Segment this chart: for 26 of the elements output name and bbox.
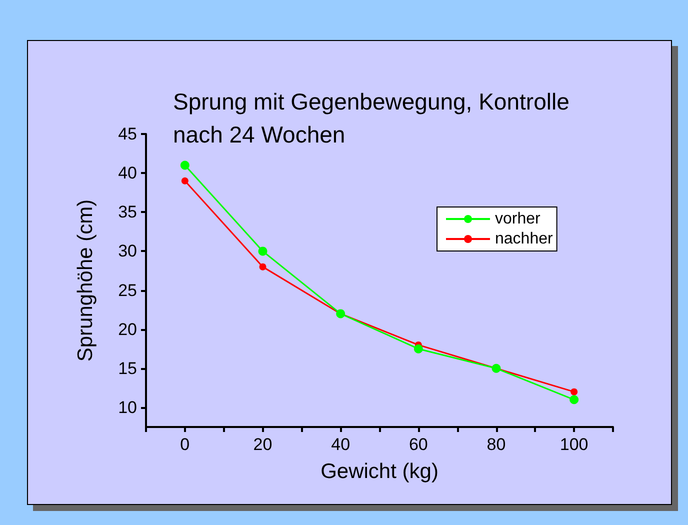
x-tick-label: 80 <box>486 435 506 454</box>
point <box>570 388 578 396</box>
x-tick-label: 0 <box>180 435 190 454</box>
y-axis-title: Sprunghöhe (cm) <box>74 199 97 362</box>
point <box>181 177 188 184</box>
x-axis-title: Gewicht (kg) <box>320 460 438 483</box>
y-tick-label: 45 <box>118 124 137 144</box>
y-tick-label: 20 <box>118 320 137 339</box>
chart-title: Sprung mit Gegenbewegung, Kontrolle nach 24 Wochen <box>173 88 570 148</box>
y-tick-label: 10 <box>118 398 137 417</box>
x-tick-label: 100 <box>560 435 588 454</box>
y-tick-label: 25 <box>118 280 137 300</box>
legend-label: nachher <box>495 230 554 248</box>
y-tick-label: 30 <box>118 242 137 261</box>
y-tick-label: 15 <box>118 358 137 378</box>
x-tick-label: 20 <box>253 435 272 454</box>
y-tick-label: 40 <box>118 164 137 183</box>
point <box>259 263 266 270</box>
legend-label: vorher <box>495 210 542 228</box>
point <box>570 395 579 404</box>
point <box>258 246 268 256</box>
point <box>180 160 190 170</box>
y-tick-label: 35 <box>118 202 137 222</box>
x-tick-label: 60 <box>408 435 428 454</box>
x-tick-label: 40 <box>331 435 350 454</box>
point <box>414 344 423 354</box>
